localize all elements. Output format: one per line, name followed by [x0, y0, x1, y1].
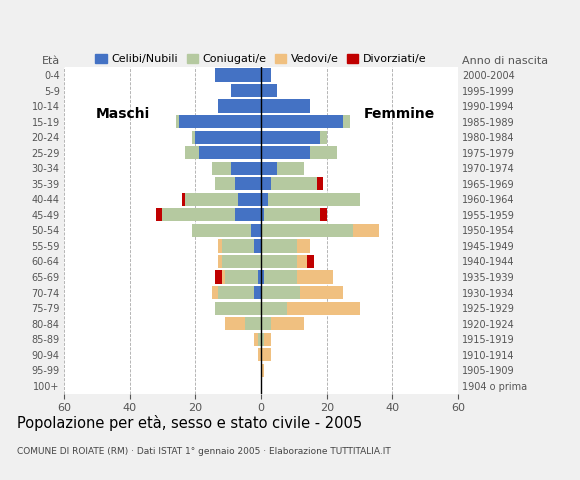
Bar — [162, 208, 235, 221]
Bar — [218, 99, 261, 113]
Bar — [195, 131, 261, 144]
Text: COMUNE DI ROIATE (RM) · Dati ISTAT 1° gennaio 2005 · Elaborazione TUTTITALIA.IT: COMUNE DI ROIATE (RM) · Dati ISTAT 1° ge… — [17, 447, 391, 456]
Bar — [297, 270, 333, 284]
Bar — [320, 208, 327, 221]
Bar — [261, 162, 277, 175]
Bar — [264, 270, 297, 284]
Bar — [215, 68, 261, 82]
Bar — [264, 208, 320, 221]
Bar — [297, 240, 310, 252]
Bar — [218, 240, 222, 252]
Bar — [310, 146, 336, 159]
Bar — [261, 286, 300, 299]
Bar — [255, 240, 261, 252]
Bar — [251, 224, 261, 237]
Bar — [261, 240, 297, 252]
Bar — [235, 208, 261, 221]
Bar — [261, 146, 310, 159]
Bar — [307, 255, 314, 268]
Bar — [261, 84, 277, 97]
Bar — [261, 224, 353, 237]
Bar — [258, 270, 261, 284]
Bar — [215, 301, 261, 315]
Bar — [255, 286, 261, 299]
Bar — [300, 286, 343, 299]
Bar — [218, 255, 222, 268]
Text: Femmine: Femmine — [364, 107, 434, 121]
Bar — [261, 68, 271, 82]
Text: Maschi: Maschi — [96, 107, 150, 121]
Bar — [186, 146, 198, 159]
Bar — [225, 317, 245, 330]
Bar — [218, 286, 255, 299]
Bar — [261, 301, 287, 315]
Bar — [261, 99, 310, 113]
Bar — [343, 115, 350, 128]
Bar — [192, 131, 195, 144]
Bar — [258, 348, 261, 361]
Bar — [179, 115, 261, 128]
Text: Popolazione per età, sesso e stato civile - 2005: Popolazione per età, sesso e stato civil… — [17, 415, 362, 431]
Bar — [198, 146, 261, 159]
Bar — [317, 177, 324, 191]
Bar — [245, 317, 261, 330]
Bar — [235, 177, 261, 191]
Bar — [264, 333, 271, 346]
Bar — [186, 192, 238, 206]
Bar — [261, 255, 297, 268]
Bar — [271, 177, 317, 191]
Bar — [212, 286, 218, 299]
Bar — [212, 162, 231, 175]
Bar — [231, 162, 261, 175]
Bar — [261, 333, 264, 346]
Bar — [261, 115, 343, 128]
Bar — [261, 364, 264, 377]
Bar — [261, 192, 267, 206]
Bar — [261, 317, 271, 330]
Bar — [222, 270, 225, 284]
Bar — [192, 224, 251, 237]
Bar — [353, 224, 379, 237]
Bar — [231, 84, 261, 97]
Text: Anno di nascita: Anno di nascita — [462, 56, 548, 66]
Bar — [261, 270, 264, 284]
Bar — [267, 192, 360, 206]
Bar — [176, 115, 179, 128]
Bar — [222, 255, 261, 268]
Bar — [261, 348, 271, 361]
Bar — [320, 131, 327, 144]
Bar — [297, 255, 307, 268]
Bar — [182, 192, 186, 206]
Bar — [215, 177, 235, 191]
Bar — [225, 270, 258, 284]
Bar — [215, 270, 222, 284]
Bar — [258, 333, 261, 346]
Bar — [255, 333, 258, 346]
Bar — [271, 317, 304, 330]
Bar — [222, 240, 255, 252]
Bar — [261, 177, 271, 191]
Bar — [156, 208, 162, 221]
Bar — [277, 162, 304, 175]
Bar — [261, 208, 264, 221]
Bar — [287, 301, 360, 315]
Bar — [261, 131, 320, 144]
Legend: Celibi/Nubili, Coniugati/e, Vedovi/e, Divorziati/e: Celibi/Nubili, Coniugati/e, Vedovi/e, Di… — [91, 50, 431, 69]
Bar — [238, 192, 261, 206]
Text: Età: Età — [42, 56, 60, 66]
